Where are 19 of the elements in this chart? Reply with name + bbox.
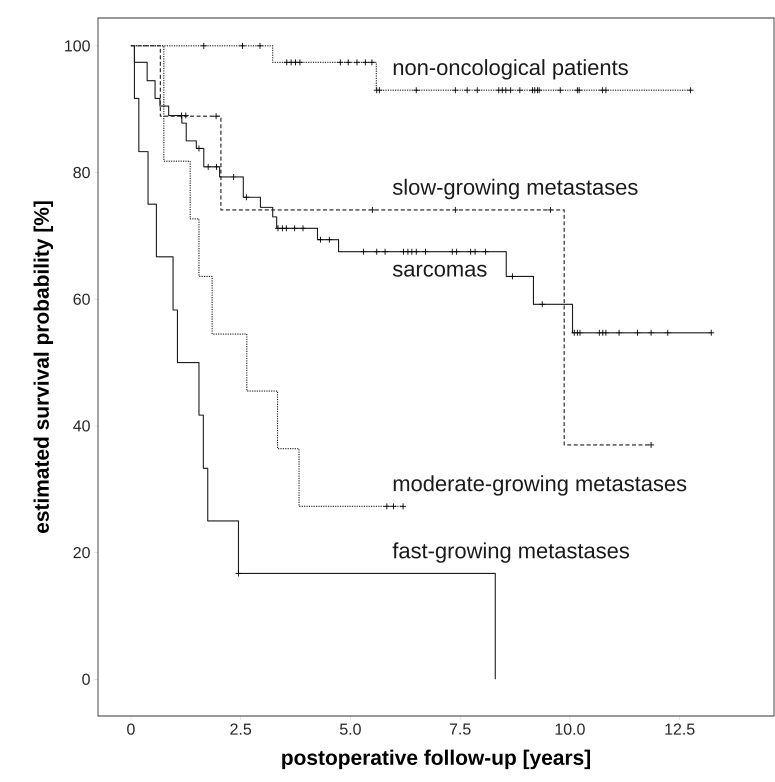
y-tick-label: 80 [73, 166, 90, 178]
y-axis-title: estimated survival probability [%] [34, 201, 54, 534]
series-label: slow-growing metastases [392, 178, 638, 200]
x-tick-label: 0 [127, 724, 135, 735]
x-tick-label: 7.5 [450, 724, 471, 735]
y-tick-label: 100 [65, 40, 90, 52]
y-tick-label: 0 [82, 674, 90, 685]
x-tick-label: 12.5 [665, 724, 694, 735]
series-label: moderate-growing metastases [394, 475, 686, 496]
y-tick-label: 20 [74, 546, 90, 558]
y-tick-label: 60 [74, 294, 90, 305]
series-label: fast-growing metastases [392, 542, 630, 563]
series-label: non-oncological patients [394, 59, 628, 80]
x-tick-label: 2.5 [230, 724, 252, 735]
y-tick-label: 40 [73, 420, 90, 432]
x-axis-title: postoperative follow-up [years] [282, 750, 590, 770]
x-tick-label: 10.0 [556, 724, 585, 735]
x-tick-label: 5.0 [340, 724, 361, 735]
series-label: sarcomas [392, 264, 487, 277]
